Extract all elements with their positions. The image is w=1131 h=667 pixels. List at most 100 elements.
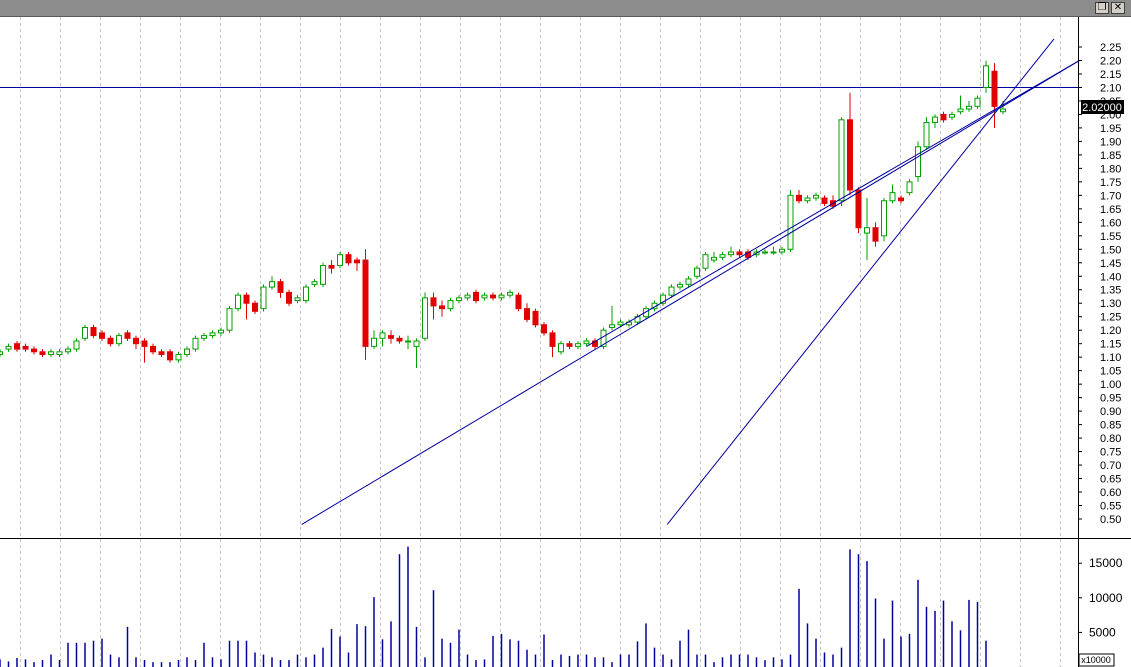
trendlines[interactable] (301, 38, 1080, 525)
candle-up (864, 227, 870, 234)
candle-down (22, 345, 29, 350)
candle-down (524, 308, 530, 320)
candle-down (541, 324, 547, 334)
candle-up (5, 345, 12, 350)
candle-up (719, 254, 726, 258)
price-tick-label: 2.25 (1100, 42, 1121, 54)
candle-down (39, 351, 46, 355)
candle-up (881, 200, 887, 237)
price-panel (0, 17, 1080, 538)
price-tick-label: 1.35 (1100, 285, 1121, 297)
candle-up (575, 343, 581, 347)
candle-up (966, 105, 972, 110)
trendline[interactable] (586, 60, 1080, 347)
price-tick-label: 0.80 (1100, 433, 1121, 445)
candle-up (617, 321, 624, 326)
price-tick-label: 1.15 (1100, 339, 1121, 351)
candle-down (286, 291, 292, 304)
price-tick-label: 1.45 (1100, 258, 1121, 270)
candle-up (269, 281, 275, 288)
candle-down (150, 345, 156, 353)
candle-up (932, 116, 938, 124)
candle-up (498, 294, 505, 299)
candle-down (473, 291, 479, 302)
candle-down (515, 294, 522, 310)
candle-up (677, 283, 683, 288)
candle-down (31, 348, 37, 353)
price-tick-label: 1.50 (1100, 244, 1121, 256)
restore-button[interactable]: ❐ (1095, 2, 1109, 14)
price-tick-label: 1.95 (1100, 123, 1121, 135)
candle-up (192, 337, 199, 350)
candle-down (872, 227, 879, 242)
price-tick-label: 1.75 (1100, 177, 1121, 189)
candle-up (405, 340, 411, 343)
candle-down (99, 332, 105, 339)
candle-up (209, 332, 216, 337)
candle-up (201, 335, 207, 339)
candles (0, 60, 1006, 368)
candle-down (396, 337, 403, 342)
price-tick-label: 0.75 (1100, 447, 1121, 459)
price-axis: 2.252.202.152.102.052.001.951.901.851.80… (1078, 42, 1121, 526)
price-tick-label: 1.05 (1100, 366, 1121, 378)
candle-up (685, 278, 692, 285)
candle-down (847, 119, 853, 191)
candle-up (983, 65, 989, 88)
candle-up (770, 251, 777, 254)
candle-up (711, 256, 717, 261)
candle-up (558, 343, 564, 353)
candle-down (14, 343, 20, 350)
candle-up (371, 337, 377, 347)
close-button[interactable]: ✕ (1111, 2, 1125, 14)
price-tick-label: 0.65 (1100, 474, 1121, 486)
candle-down (167, 351, 173, 361)
candle-up (481, 294, 488, 299)
candle-up (447, 300, 454, 310)
candle-down (821, 197, 828, 204)
candle-up (702, 254, 709, 269)
volume-bars (0, 546, 987, 667)
candle-down (158, 351, 165, 355)
candle-up (1000, 108, 1006, 113)
price-tick-label: 1.00 (1100, 379, 1121, 391)
candle-up (949, 113, 955, 118)
candle-down (243, 294, 250, 304)
price-tick-label: 1.25 (1100, 312, 1121, 324)
candle-down (430, 297, 437, 307)
candle-down (277, 281, 284, 293)
price-tick-label: 1.80 (1100, 163, 1121, 175)
candle-up (923, 122, 930, 148)
candle-down (898, 197, 904, 202)
price-tick-label: 1.70 (1100, 190, 1121, 202)
candle-up (915, 146, 921, 177)
candle-down (940, 113, 947, 121)
price-tick-label: 0.55 (1100, 501, 1121, 513)
candle-up (787, 194, 794, 250)
candle-down (252, 302, 258, 312)
trendline[interactable] (301, 60, 1080, 525)
candle-up (320, 264, 326, 285)
volume-gridlines (20, 539, 1061, 667)
candle-up (694, 267, 700, 277)
restore-icon: ❐ (1097, 2, 1107, 13)
candle-up (813, 194, 819, 199)
candle-up (974, 97, 981, 107)
candle-down (141, 340, 148, 347)
volume-panel (0, 539, 1061, 667)
candle-up (957, 108, 964, 113)
candle-up (0, 351, 3, 355)
candle-up (668, 286, 675, 296)
candle-up (184, 348, 190, 355)
candle-up (609, 324, 615, 329)
candle-up (379, 332, 386, 339)
candle-up (65, 348, 71, 353)
price-tick-label: 1.65 (1100, 204, 1121, 216)
candle-up (906, 181, 913, 194)
price-tick-label: 1.55 (1100, 231, 1121, 243)
candle-up (82, 327, 88, 339)
volume-axis: 15000 10000 5000 (1078, 556, 1123, 639)
candle-up (294, 297, 301, 302)
volume-multiplier: x10000 (1078, 653, 1115, 667)
trendline[interactable] (666, 38, 1055, 525)
